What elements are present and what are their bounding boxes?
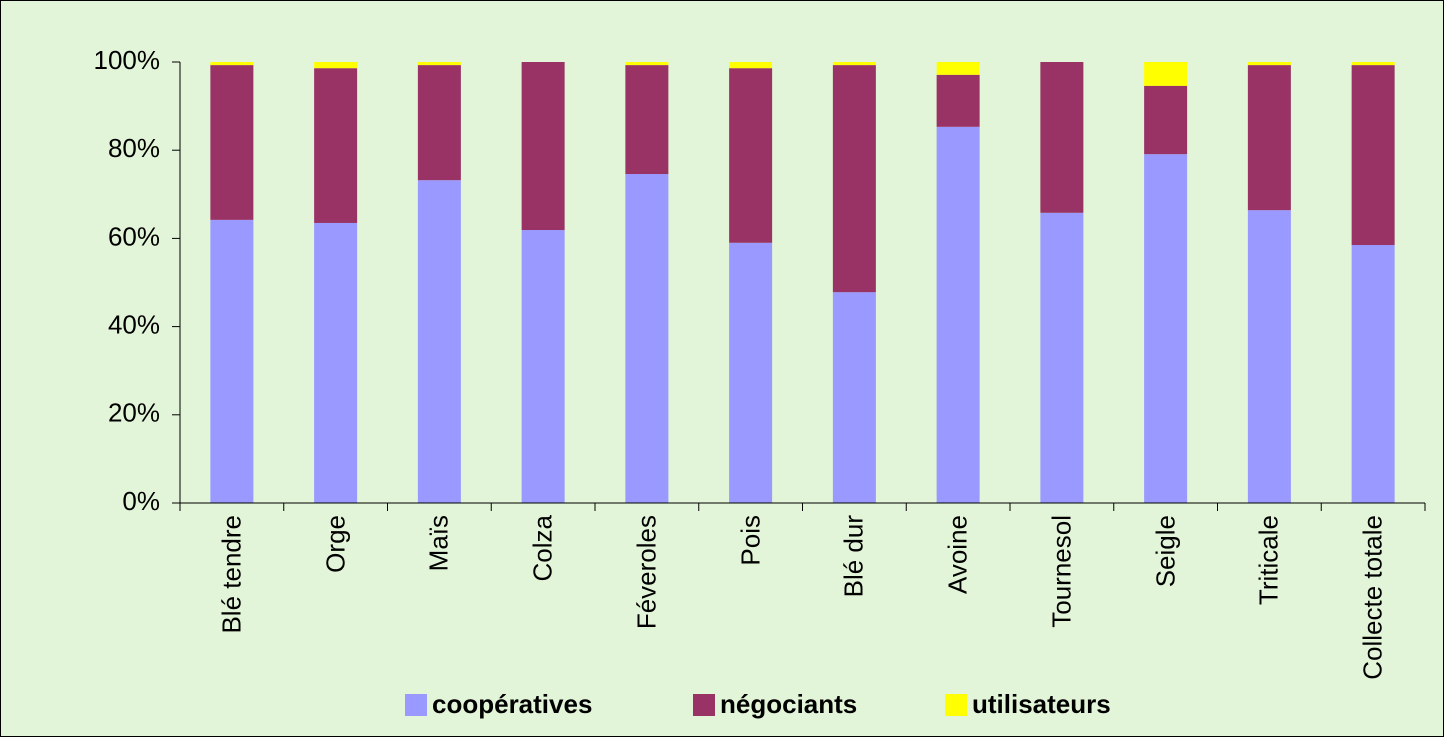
bar-segment bbox=[832, 62, 876, 66]
x-tick-label: Avoine bbox=[942, 515, 973, 595]
bar-segment bbox=[1247, 210, 1291, 503]
x-tick-label: Blé tendre bbox=[216, 515, 247, 634]
bar-segment bbox=[210, 219, 254, 504]
y-tick-label: 100% bbox=[94, 45, 161, 75]
bar-segment bbox=[729, 242, 773, 503]
x-tick-label: Colza bbox=[527, 515, 558, 582]
legend-label: utilisateurs bbox=[972, 689, 1111, 719]
y-tick-label: 80% bbox=[108, 133, 160, 163]
bar-segment bbox=[521, 62, 565, 231]
bar-segment bbox=[625, 62, 669, 66]
bar-segment bbox=[832, 292, 876, 503]
legend-swatch bbox=[405, 694, 427, 716]
x-tick-label: Seigle bbox=[1150, 515, 1181, 588]
bar-segment bbox=[210, 62, 254, 66]
legend-swatch bbox=[945, 694, 967, 716]
bar-segment bbox=[729, 62, 773, 69]
bar-segment bbox=[417, 65, 461, 181]
x-tick-label: Orge bbox=[320, 515, 351, 573]
bar-segment bbox=[314, 222, 358, 503]
bar-segment bbox=[729, 68, 773, 243]
bar-segment bbox=[936, 74, 980, 127]
bar-segment bbox=[1144, 62, 1188, 86]
x-tick-label: Pois bbox=[735, 515, 766, 566]
legend-label: négociants bbox=[720, 689, 857, 719]
x-tick-label: Blé dur bbox=[838, 515, 869, 598]
y-tick-label: 60% bbox=[108, 221, 160, 251]
bar-segment bbox=[314, 62, 358, 69]
x-tick-label: Féveroles bbox=[631, 515, 662, 630]
bar-segment bbox=[1040, 212, 1084, 503]
bar-segment bbox=[1144, 85, 1188, 155]
bar-segment bbox=[1351, 62, 1395, 66]
bar-segment bbox=[1351, 65, 1395, 246]
legend-label: coopératives bbox=[432, 689, 592, 719]
legend-swatch bbox=[693, 694, 715, 716]
bar-segment bbox=[1351, 245, 1395, 503]
bar-segment bbox=[1144, 154, 1188, 503]
bar-segment bbox=[1247, 62, 1291, 66]
x-tick-label: Triticale bbox=[1253, 515, 1284, 606]
bar-segment bbox=[936, 62, 980, 75]
bar-segment bbox=[417, 62, 461, 66]
y-tick-label: 20% bbox=[108, 398, 160, 428]
bar-segment bbox=[521, 230, 565, 503]
bar-segment bbox=[625, 174, 669, 503]
bar-segment bbox=[210, 65, 254, 220]
bar-segment bbox=[1247, 65, 1291, 211]
x-tick-label: Collecte totale bbox=[1357, 515, 1388, 680]
y-tick-label: 40% bbox=[108, 309, 160, 339]
bar-segment bbox=[314, 68, 358, 223]
bar-segment bbox=[1040, 62, 1084, 213]
x-tick-label: Maïs bbox=[423, 515, 454, 572]
x-tick-label: Tournesol bbox=[1046, 515, 1077, 628]
y-tick-label: 0% bbox=[122, 486, 160, 516]
bar-segment bbox=[936, 126, 980, 504]
bar-segment bbox=[832, 65, 876, 293]
bar-segment bbox=[417, 180, 461, 504]
bar-segment bbox=[625, 65, 669, 175]
